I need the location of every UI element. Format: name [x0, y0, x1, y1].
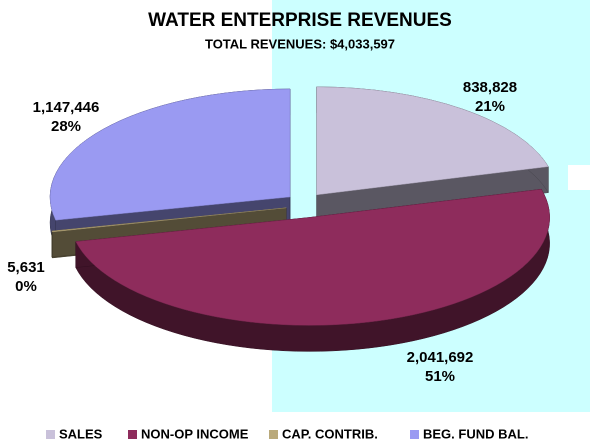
- legend-swatch: [128, 430, 137, 439]
- pie: [49, 86, 550, 352]
- legend: SALES NON-OP INCOME CAP. CONTRIB. BEG. FUND…: [46, 426, 528, 441]
- legend-label: NON-OP INCOME: [141, 426, 249, 441]
- legend-label: CAP. CONTRIB.: [282, 426, 378, 441]
- percent-label: 0%: [15, 278, 37, 295]
- value-label: 1,147,446: [33, 99, 100, 116]
- chart-title: WATER ENTERPRISE REVENUES: [148, 10, 452, 31]
- legend-label: SALES: [59, 426, 103, 441]
- legend-swatch: [269, 430, 278, 439]
- legend-label: BEG. FUND BAL.: [423, 426, 528, 441]
- slice: [316, 86, 549, 196]
- chart-subtitle: TOTAL REVENUES: $4,033,597: [205, 36, 395, 51]
- legend-swatch: [410, 430, 419, 439]
- slice: [51, 207, 287, 233]
- slice: [75, 188, 550, 326]
- percent-label: 51%: [425, 368, 455, 385]
- value-label: 2,041,692: [407, 349, 474, 366]
- value-label: 838,828: [463, 79, 517, 96]
- percent-label: 28%: [51, 118, 81, 135]
- data-labels: 838,828 21% 2,041,692 51% 5,631 0% 1,147,446 28…: [7, 79, 517, 385]
- percent-label: 21%: [475, 98, 505, 115]
- slice: [49, 88, 291, 221]
- value-label: 5,631: [7, 259, 45, 276]
- legend-swatch: [46, 430, 55, 439]
